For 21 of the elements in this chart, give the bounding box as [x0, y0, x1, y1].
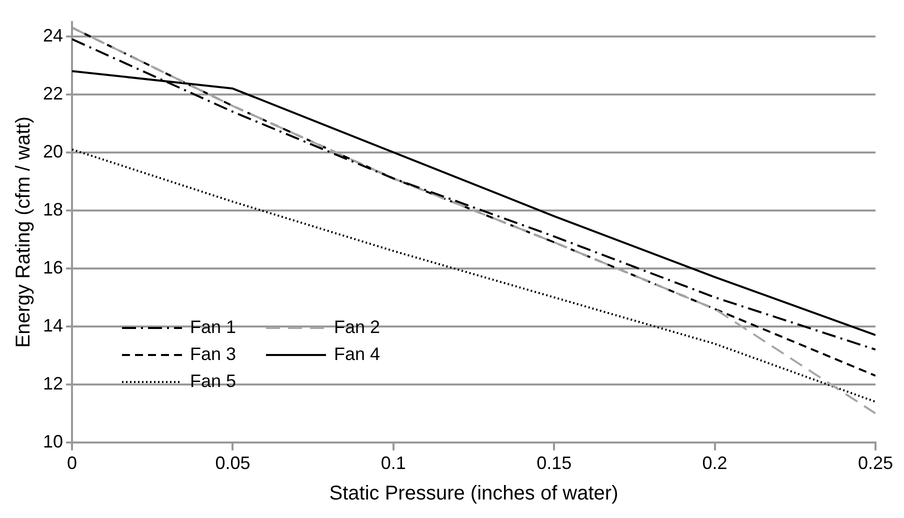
legend-label: Fan 4: [334, 344, 380, 365]
legend-label: Fan 3: [190, 344, 236, 365]
x-tick-label: 0: [67, 453, 78, 474]
y-tick-label: 10: [42, 431, 64, 452]
legend-label: Fan 2: [334, 317, 380, 338]
y-tick-label: 12: [42, 373, 64, 394]
x-axis-title: Static Pressure (inches of water): [329, 482, 618, 505]
y-tick-label: 20: [42, 141, 64, 162]
y-axis-title: Energy Rating (cfm / watt): [12, 116, 35, 348]
y-tick-label: 18: [42, 199, 64, 220]
x-tick-label: 0.1: [380, 453, 406, 474]
x-tick-label: 0.25: [858, 453, 894, 474]
y-tick-label: 14: [42, 315, 64, 336]
legend-label: Fan 1: [190, 317, 236, 338]
x-tick-label: 0.2: [702, 453, 728, 474]
y-tick-label: 16: [42, 257, 64, 278]
x-tick-label: 0.15: [536, 453, 572, 474]
y-tick-label: 22: [42, 83, 64, 104]
y-tick-label: 24: [42, 25, 64, 46]
legend-label: Fan 5: [190, 371, 236, 392]
x-tick-label: 0.05: [215, 453, 250, 474]
